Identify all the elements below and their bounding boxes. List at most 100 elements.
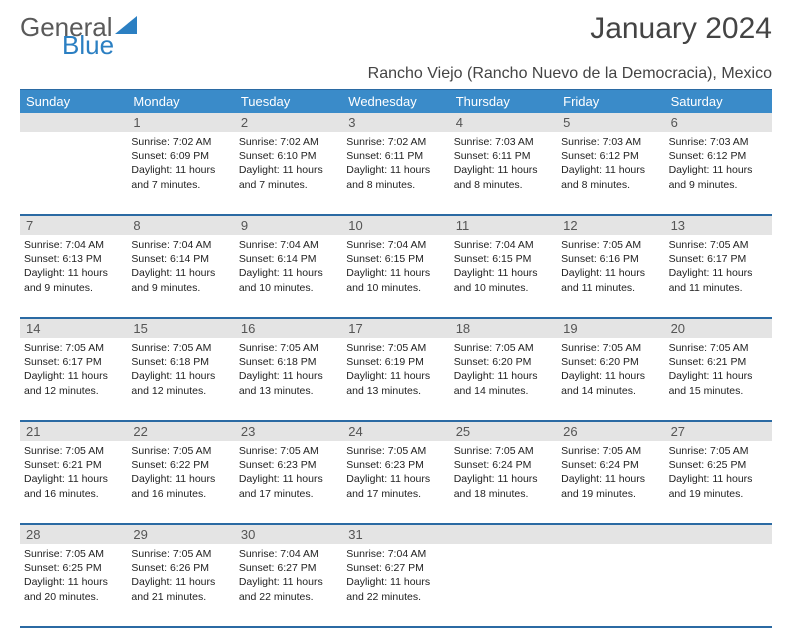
sunrise-text: Sunrise: 7:05 AM [669,238,768,252]
daylight-text-2: and 13 minutes. [239,384,338,398]
day-header-sat: Saturday [665,90,772,113]
sunrise-text: Sunrise: 7:05 AM [131,341,230,355]
day-cell: Sunrise: 7:05 AMSunset: 6:16 PMDaylight:… [557,235,664,317]
daylight-text-2: and 9 minutes. [131,281,230,295]
sunrise-text: Sunrise: 7:05 AM [454,341,553,355]
daylight-text-1: Daylight: 11 hours [131,369,230,383]
daynum-row: 14151617181920 [20,319,772,338]
day-cell [665,544,772,626]
day-cell: Sunrise: 7:03 AMSunset: 6:12 PMDaylight:… [665,132,772,214]
daylight-text-2: and 7 minutes. [239,178,338,192]
day-cell: Sunrise: 7:05 AMSunset: 6:21 PMDaylight:… [20,441,127,523]
day-cell: Sunrise: 7:04 AMSunset: 6:14 PMDaylight:… [127,235,234,317]
daylight-text-1: Daylight: 11 hours [239,575,338,589]
day-number: 30 [235,525,342,544]
day-cell: Sunrise: 7:04 AMSunset: 6:14 PMDaylight:… [235,235,342,317]
daylight-text-1: Daylight: 11 hours [669,369,768,383]
daynum-row: 123456 [20,113,772,132]
daylight-text-2: and 20 minutes. [24,590,123,604]
day-number: 9 [235,216,342,235]
daylight-text-2: and 19 minutes. [669,487,768,501]
daylight-text-1: Daylight: 11 hours [346,163,445,177]
day-cell: Sunrise: 7:04 AMSunset: 6:15 PMDaylight:… [342,235,449,317]
daylight-text-1: Daylight: 11 hours [561,266,660,280]
day-header-tue: Tuesday [235,90,342,113]
sunset-text: Sunset: 6:21 PM [24,458,123,472]
daylight-text-2: and 17 minutes. [239,487,338,501]
sunset-text: Sunset: 6:17 PM [24,355,123,369]
sunrise-text: Sunrise: 7:04 AM [24,238,123,252]
day-header-row: Sunday Monday Tuesday Wednesday Thursday… [20,90,772,113]
day-number: 26 [557,422,664,441]
day-cell: Sunrise: 7:05 AMSunset: 6:23 PMDaylight:… [235,441,342,523]
sunset-text: Sunset: 6:12 PM [561,149,660,163]
day-number: 28 [20,525,127,544]
day-cell: Sunrise: 7:03 AMSunset: 6:12 PMDaylight:… [557,132,664,214]
daylight-text-1: Daylight: 11 hours [454,163,553,177]
sunset-text: Sunset: 6:26 PM [131,561,230,575]
day-cell: Sunrise: 7:05 AMSunset: 6:25 PMDaylight:… [665,441,772,523]
day-cell: Sunrise: 7:05 AMSunset: 6:19 PMDaylight:… [342,338,449,420]
sunset-text: Sunset: 6:10 PM [239,149,338,163]
daylight-text-2: and 14 minutes. [454,384,553,398]
day-cell: Sunrise: 7:05 AMSunset: 6:20 PMDaylight:… [557,338,664,420]
day-cell: Sunrise: 7:03 AMSunset: 6:11 PMDaylight:… [450,132,557,214]
daylight-text-2: and 16 minutes. [24,487,123,501]
location-text: Rancho Viejo (Rancho Nuevo de la Democra… [20,65,772,83]
sunrise-text: Sunrise: 7:02 AM [346,135,445,149]
day-header-sun: Sunday [20,90,127,113]
day-cell: Sunrise: 7:02 AMSunset: 6:11 PMDaylight:… [342,132,449,214]
daylight-text-1: Daylight: 11 hours [24,575,123,589]
sunset-text: Sunset: 6:20 PM [454,355,553,369]
day-cell: Sunrise: 7:02 AMSunset: 6:10 PMDaylight:… [235,132,342,214]
day-header-wed: Wednesday [342,90,449,113]
sunrise-text: Sunrise: 7:05 AM [669,444,768,458]
day-cell: Sunrise: 7:05 AMSunset: 6:25 PMDaylight:… [20,544,127,626]
daynum-row: 78910111213 [20,216,772,235]
sunrise-text: Sunrise: 7:05 AM [346,444,445,458]
sunset-text: Sunset: 6:25 PM [24,561,123,575]
day-cell: Sunrise: 7:05 AMSunset: 6:22 PMDaylight:… [127,441,234,523]
day-cell [450,544,557,626]
sunset-text: Sunset: 6:14 PM [239,252,338,266]
day-cell: Sunrise: 7:02 AMSunset: 6:09 PMDaylight:… [127,132,234,214]
sunrise-text: Sunrise: 7:03 AM [561,135,660,149]
week-row: Sunrise: 7:05 AMSunset: 6:17 PMDaylight:… [20,338,772,422]
day-cell: Sunrise: 7:05 AMSunset: 6:17 PMDaylight:… [665,235,772,317]
day-header-fri: Friday [557,90,664,113]
sunrise-text: Sunrise: 7:04 AM [454,238,553,252]
day-cell: Sunrise: 7:05 AMSunset: 6:20 PMDaylight:… [450,338,557,420]
daylight-text-1: Daylight: 11 hours [561,472,660,486]
day-number: 21 [20,422,127,441]
sunset-text: Sunset: 6:11 PM [454,149,553,163]
sunrise-text: Sunrise: 7:02 AM [239,135,338,149]
day-number: 2 [235,113,342,132]
day-number: 12 [557,216,664,235]
day-number [665,525,772,544]
sunrise-text: Sunrise: 7:05 AM [454,444,553,458]
daylight-text-1: Daylight: 11 hours [346,369,445,383]
day-cell: Sunrise: 7:05 AMSunset: 6:18 PMDaylight:… [127,338,234,420]
daylight-text-2: and 8 minutes. [561,178,660,192]
daylight-text-1: Daylight: 11 hours [669,163,768,177]
daylight-text-2: and 12 minutes. [24,384,123,398]
daylight-text-2: and 7 minutes. [131,178,230,192]
sunrise-text: Sunrise: 7:05 AM [24,341,123,355]
daylight-text-1: Daylight: 11 hours [346,575,445,589]
daylight-text-2: and 17 minutes. [346,487,445,501]
day-number: 31 [342,525,449,544]
sunrise-text: Sunrise: 7:02 AM [131,135,230,149]
sunset-text: Sunset: 6:09 PM [131,149,230,163]
sunrise-text: Sunrise: 7:05 AM [131,444,230,458]
day-cell: Sunrise: 7:05 AMSunset: 6:26 PMDaylight:… [127,544,234,626]
sunset-text: Sunset: 6:14 PM [131,252,230,266]
week-row: Sunrise: 7:05 AMSunset: 6:25 PMDaylight:… [20,544,772,628]
day-number: 29 [127,525,234,544]
daylight-text-2: and 22 minutes. [239,590,338,604]
daylight-text-2: and 15 minutes. [669,384,768,398]
sunrise-text: Sunrise: 7:04 AM [131,238,230,252]
daylight-text-2: and 10 minutes. [454,281,553,295]
day-number: 8 [127,216,234,235]
sunrise-text: Sunrise: 7:04 AM [346,238,445,252]
sunset-text: Sunset: 6:23 PM [346,458,445,472]
